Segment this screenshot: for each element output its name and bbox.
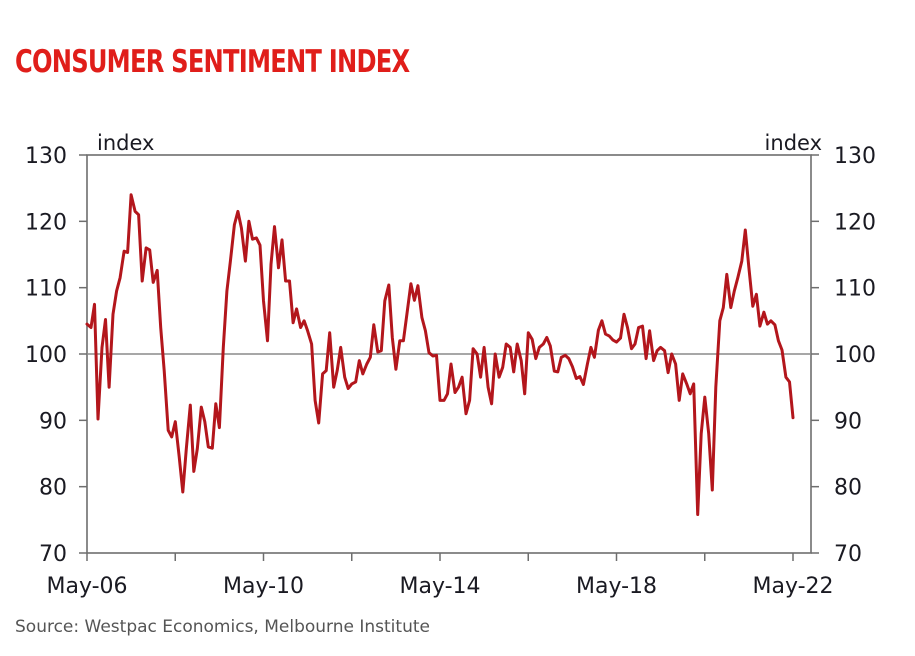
right-y-tick-label: 80 [834,476,862,501]
right-y-tick-label: 90 [834,409,862,434]
x-tick-label: May-10 [223,574,304,599]
x-tick-label: May-18 [576,574,657,599]
right-y-tick-label: 100 [834,343,876,368]
right-y-tick-label: 120 [834,210,876,235]
left-axis-unit-label: index [97,131,154,155]
series-points [86,194,794,515]
x-tick-label: May-14 [399,574,480,599]
left-y-tick-label: 130 [25,144,67,169]
left-y-tick-label: 110 [25,277,67,302]
right-y-tick-label: 110 [834,277,876,302]
left-y-tick-label: 70 [39,542,67,567]
right-axis-unit-label: index [765,131,822,155]
x-tick-label: May-22 [752,574,833,599]
right-y-tick-label: 70 [834,542,862,567]
left-y-tick-label: 100 [25,343,67,368]
left-y-tick-label: 90 [39,409,67,434]
source-note: Source: Westpac Economics, Melbourne Ins… [15,617,430,637]
chart-title: CONSUMER SENTIMENT INDEX [15,44,410,80]
left-y-tick-label: 80 [39,476,67,501]
right-y-tick-label: 130 [834,144,876,169]
left-y-tick-label: 120 [25,210,67,235]
tick-labels: 70 70 80 80 90 90 100 100 110 110 120 120 130 130 May-… [25,144,876,599]
axes [79,154,819,561]
x-tick-label: May-06 [46,574,127,599]
